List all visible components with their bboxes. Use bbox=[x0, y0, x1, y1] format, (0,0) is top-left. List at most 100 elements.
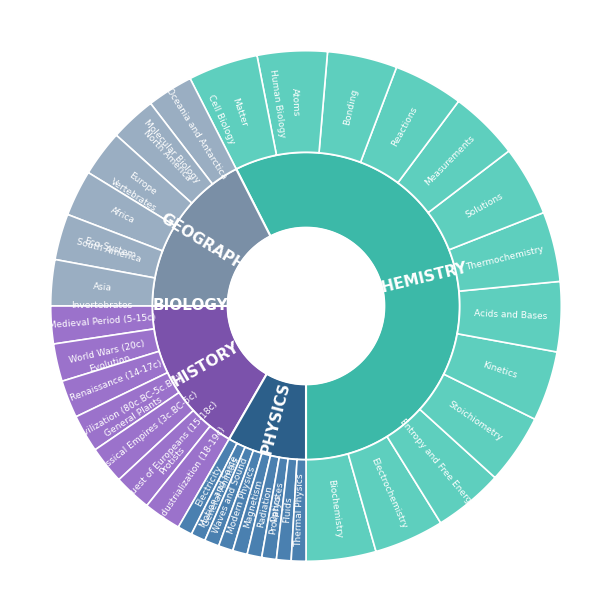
Text: Vertebrates: Vertebrates bbox=[110, 177, 159, 214]
Text: Eco-System: Eco-System bbox=[83, 237, 136, 260]
Polygon shape bbox=[257, 51, 327, 155]
Text: Waves and Sound: Waves and Sound bbox=[211, 457, 250, 536]
Polygon shape bbox=[55, 215, 162, 278]
Polygon shape bbox=[428, 151, 543, 250]
Text: Measurements: Measurements bbox=[423, 133, 476, 187]
Text: Evolution: Evolution bbox=[88, 353, 132, 374]
Text: GEOGRAPHY: GEOGRAPHY bbox=[157, 211, 256, 280]
Polygon shape bbox=[147, 426, 229, 527]
Polygon shape bbox=[360, 67, 458, 183]
Text: Conquest of Europeans (15-18c): Conquest of Europeans (15-18c) bbox=[114, 399, 220, 512]
Text: Human Biology: Human Biology bbox=[267, 69, 286, 138]
Polygon shape bbox=[116, 103, 212, 203]
Text: Medieval Period (5-15c): Medieval Period (5-15c) bbox=[48, 313, 156, 330]
Polygon shape bbox=[205, 447, 253, 546]
Polygon shape bbox=[234, 51, 306, 159]
Polygon shape bbox=[74, 139, 190, 242]
Text: Cell Biology: Cell Biology bbox=[206, 94, 236, 146]
Text: Modern Physics: Modern Physics bbox=[226, 465, 257, 535]
Polygon shape bbox=[152, 152, 306, 460]
Text: Molecular Biology: Molecular Biology bbox=[143, 118, 202, 185]
Text: South America: South America bbox=[76, 237, 143, 264]
Polygon shape bbox=[306, 454, 376, 561]
Polygon shape bbox=[51, 259, 155, 306]
Text: HISTORY: HISTORY bbox=[170, 339, 242, 389]
Text: Acids and Bases: Acids and Bases bbox=[474, 308, 547, 321]
Polygon shape bbox=[277, 459, 297, 561]
Polygon shape bbox=[262, 457, 288, 559]
Text: Atoms: Atoms bbox=[289, 88, 300, 116]
Polygon shape bbox=[420, 374, 535, 477]
Text: General Animals: General Animals bbox=[201, 456, 241, 528]
Text: Kinetics: Kinetics bbox=[482, 360, 518, 380]
Text: Oceania and Antarctica: Oceania and Antarctica bbox=[165, 86, 229, 181]
Polygon shape bbox=[444, 334, 557, 419]
Text: BIOLOGY: BIOLOGY bbox=[152, 299, 228, 313]
Text: Thermal Physics: Thermal Physics bbox=[294, 474, 305, 547]
Polygon shape bbox=[178, 439, 237, 534]
Polygon shape bbox=[233, 453, 271, 554]
Text: Africa: Africa bbox=[109, 206, 136, 225]
Polygon shape bbox=[95, 393, 193, 480]
Text: Civilization (80c.BC-5c.BC): Civilization (80c.BC-5c.BC) bbox=[75, 375, 184, 442]
Polygon shape bbox=[74, 370, 190, 473]
Text: World Wars (20c): World Wars (20c) bbox=[68, 338, 145, 365]
Polygon shape bbox=[54, 329, 159, 381]
Text: Stoichiometry: Stoichiometry bbox=[446, 400, 504, 442]
Text: Fluids: Fluids bbox=[283, 496, 294, 523]
Polygon shape bbox=[192, 444, 245, 540]
Polygon shape bbox=[457, 282, 561, 352]
Text: PHYSICS: PHYSICS bbox=[259, 381, 293, 456]
Text: Matter: Matter bbox=[230, 97, 248, 129]
Text: Biochemistry: Biochemistry bbox=[326, 479, 343, 539]
Text: Invertebrates: Invertebrates bbox=[71, 302, 132, 310]
Text: Optics: Optics bbox=[270, 493, 283, 523]
Polygon shape bbox=[236, 152, 460, 460]
Polygon shape bbox=[449, 212, 560, 291]
Text: General Plants: General Plants bbox=[103, 395, 164, 438]
Text: Entropy and Free Energy: Entropy and Free Energy bbox=[398, 417, 476, 509]
Polygon shape bbox=[53, 200, 166, 284]
Text: CHEMISTRY: CHEMISTRY bbox=[369, 260, 468, 297]
Polygon shape bbox=[151, 78, 236, 184]
Polygon shape bbox=[51, 306, 154, 344]
Polygon shape bbox=[62, 351, 168, 417]
Text: Renaissance (14-17c): Renaissance (14-17c) bbox=[69, 359, 163, 403]
Polygon shape bbox=[398, 102, 509, 212]
Polygon shape bbox=[76, 373, 179, 450]
Polygon shape bbox=[168, 61, 263, 177]
Circle shape bbox=[228, 228, 384, 384]
Text: Asia: Asia bbox=[92, 282, 112, 293]
Text: Protists: Protists bbox=[158, 445, 187, 476]
Polygon shape bbox=[387, 409, 495, 523]
Polygon shape bbox=[53, 328, 166, 412]
Polygon shape bbox=[113, 91, 223, 205]
Polygon shape bbox=[229, 374, 306, 460]
Polygon shape bbox=[168, 435, 263, 551]
Text: Prokaryotes: Prokaryotes bbox=[269, 482, 285, 536]
Polygon shape bbox=[218, 450, 262, 551]
Text: Thermochemistry: Thermochemistry bbox=[465, 245, 545, 272]
Polygon shape bbox=[113, 407, 223, 521]
Polygon shape bbox=[319, 51, 397, 162]
Text: Motion and Force: Motion and Force bbox=[199, 454, 240, 529]
Text: Reactions: Reactions bbox=[390, 105, 419, 148]
Polygon shape bbox=[68, 173, 175, 251]
Text: Electricity: Electricity bbox=[194, 464, 224, 508]
Text: Magnetism: Magnetism bbox=[242, 478, 264, 529]
Polygon shape bbox=[234, 453, 306, 561]
Polygon shape bbox=[152, 169, 271, 306]
Text: Solutions: Solutions bbox=[464, 192, 504, 220]
Text: Radiation: Radiation bbox=[256, 484, 274, 528]
Text: Europe: Europe bbox=[127, 171, 157, 196]
Text: North America: North America bbox=[141, 129, 193, 183]
Polygon shape bbox=[291, 460, 306, 561]
Polygon shape bbox=[51, 270, 154, 342]
Polygon shape bbox=[348, 436, 441, 551]
Polygon shape bbox=[190, 56, 277, 169]
Text: Bonding: Bonding bbox=[343, 88, 360, 125]
Text: Classical Empires (3c.BC-5c): Classical Empires (3c.BC-5c) bbox=[93, 390, 199, 477]
Polygon shape bbox=[119, 411, 210, 506]
Polygon shape bbox=[152, 306, 267, 439]
Text: Electrochemistry: Electrochemistry bbox=[369, 456, 408, 530]
